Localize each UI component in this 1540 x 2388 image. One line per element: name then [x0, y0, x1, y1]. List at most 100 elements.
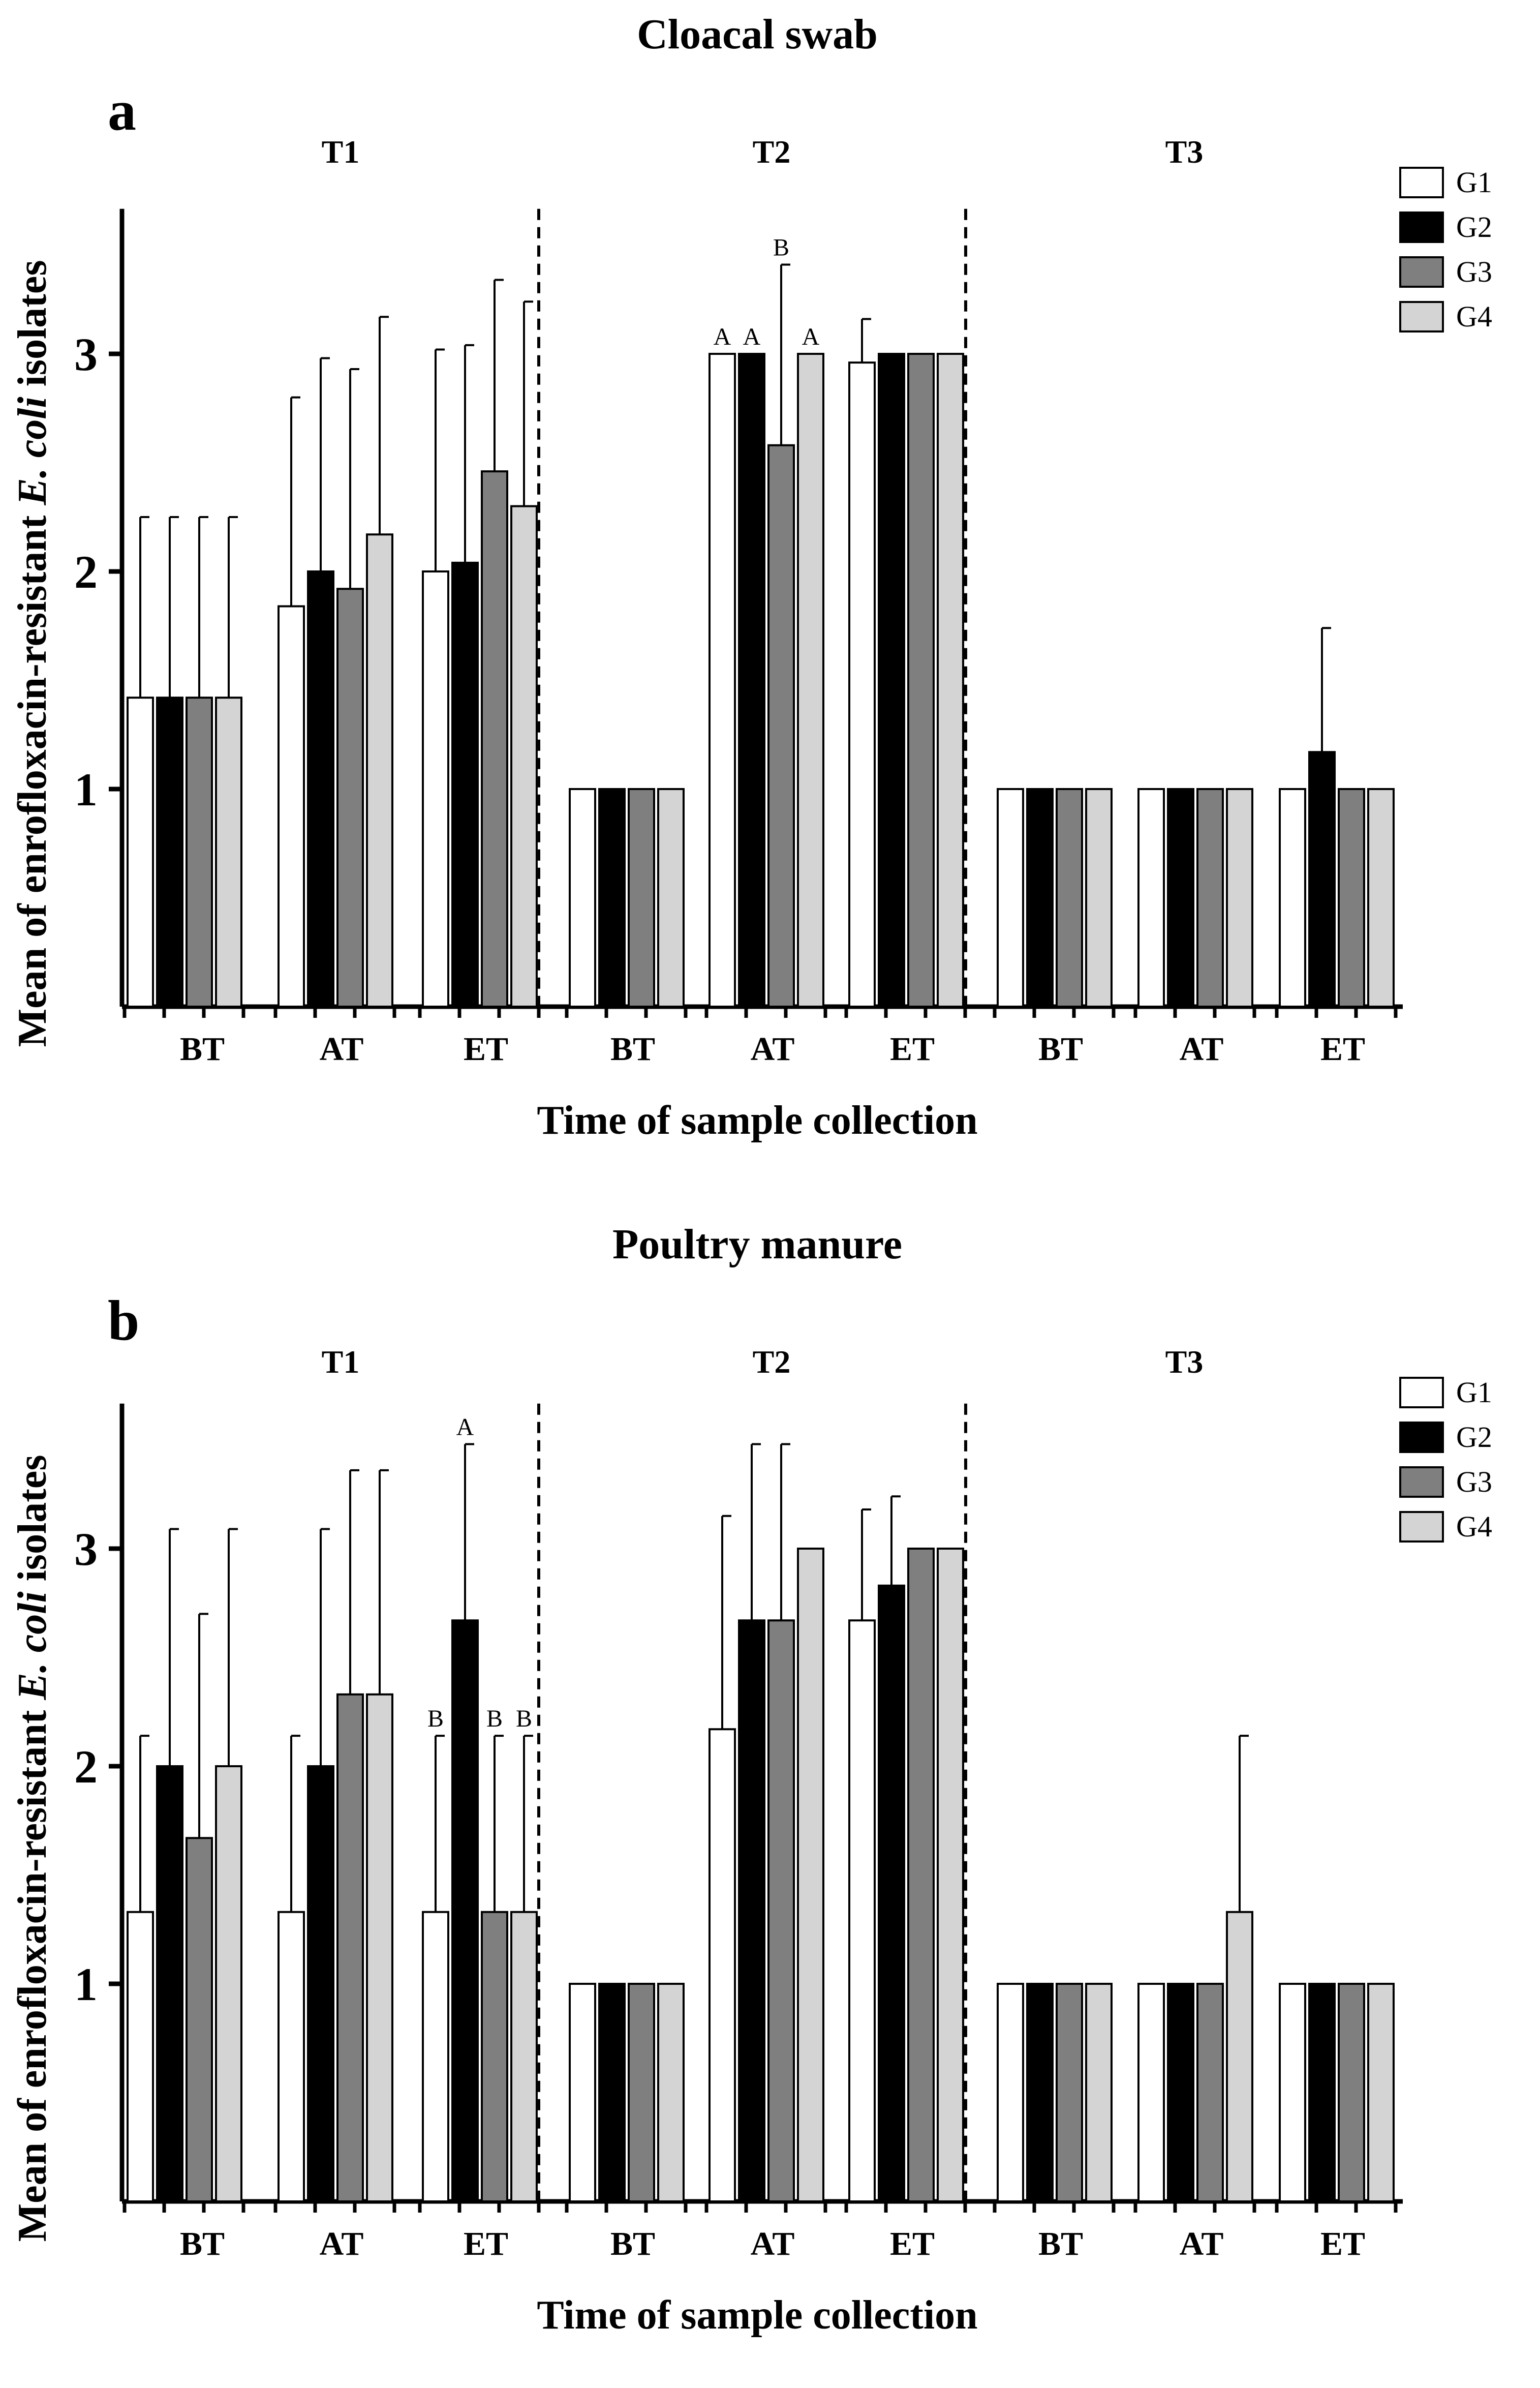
x-tick-label: BT	[1038, 1031, 1083, 1068]
bar	[1026, 1983, 1054, 2202]
bar	[657, 788, 685, 1008]
bar	[767, 1619, 795, 2202]
bar	[510, 1911, 538, 2202]
y-tick-label: 1	[74, 1958, 98, 2010]
bar	[1367, 1983, 1395, 2202]
y-tick-label: 2	[74, 1741, 98, 1793]
y-axis-label-suffix: isolates	[10, 1455, 55, 1591]
bar	[215, 1765, 242, 2202]
bar	[1026, 788, 1054, 1008]
legend-swatch	[1399, 1422, 1444, 1453]
bar	[797, 353, 824, 1008]
bar	[481, 470, 508, 1008]
x-axis-label: Time of sample collection	[537, 2293, 977, 2338]
bar	[907, 1548, 935, 2202]
y-tick-label: 3	[74, 1523, 98, 1575]
bar	[1085, 1983, 1113, 2202]
significance-label: B	[486, 1705, 503, 1732]
x-tick-label: ET	[890, 2225, 935, 2262]
legend-swatch	[1399, 256, 1444, 288]
significance-label: A	[456, 1414, 474, 1441]
y-tick-label: 2	[74, 546, 98, 598]
bar	[1226, 1911, 1253, 2202]
bar	[422, 570, 449, 1008]
trial-label: T1	[322, 134, 360, 170]
x-tick-label: BT	[610, 1031, 655, 1068]
bar	[937, 1548, 964, 2202]
y-axis-label-italic: E. coli	[10, 397, 55, 505]
significance-label: B	[427, 1705, 444, 1732]
bar	[848, 1619, 876, 2202]
significance-label: A	[802, 323, 820, 350]
bar	[510, 505, 538, 1008]
x-tick-label: BT	[180, 2225, 225, 2262]
bar	[127, 697, 154, 1008]
bar	[156, 1765, 183, 2202]
y-axis-label-prefix: Mean of enrofloxacin-resistant	[10, 505, 55, 1047]
x-tick-label: AT	[1180, 2225, 1224, 2262]
panel-letter: b	[108, 1289, 139, 1352]
bar	[278, 605, 305, 1008]
trial-label: T3	[1165, 134, 1204, 170]
trial-label: T2	[753, 134, 791, 170]
significance-label: B	[773, 234, 789, 261]
x-tick-label: ET	[1320, 2225, 1365, 2262]
legend-label: G1	[1456, 166, 1492, 199]
bar	[336, 1693, 364, 2202]
bar	[307, 1765, 334, 2202]
legend-label: G3	[1456, 255, 1492, 288]
bar	[1137, 788, 1165, 1008]
legend-swatch	[1399, 1511, 1444, 1543]
bar	[1338, 1983, 1365, 2202]
x-tick-label: AT	[1180, 1031, 1224, 1068]
bar	[937, 353, 964, 1008]
y-tick-label: 3	[74, 328, 98, 380]
legend-label: G2	[1456, 210, 1492, 244]
legend-swatch	[1399, 167, 1444, 198]
bar	[1085, 788, 1113, 1008]
bar	[215, 697, 242, 1008]
legend-swatch	[1399, 1466, 1444, 1498]
bar	[738, 1619, 765, 2202]
bar	[156, 697, 183, 1008]
bar	[1167, 788, 1194, 1008]
bar	[907, 353, 935, 1008]
legend-label: G4	[1456, 300, 1492, 333]
bar	[797, 1548, 824, 2202]
y-axis-label-suffix: isolates	[10, 260, 55, 397]
y-axis-label: Mean of enrofloxacin-resistant E. coli i…	[10, 1455, 55, 2242]
legend-swatch	[1399, 1377, 1444, 1408]
bar	[1137, 1983, 1165, 2202]
y-axis-label-prefix: Mean of enrofloxacin-resistant	[10, 1700, 55, 2242]
bar	[709, 1728, 736, 2202]
y-tick-label: 1	[74, 764, 98, 815]
bar	[1226, 788, 1253, 1008]
significance-label: B	[516, 1705, 532, 1732]
bar	[1196, 1983, 1224, 2202]
bar	[569, 1983, 596, 2202]
bar	[186, 697, 213, 1008]
panel-letter: a	[108, 79, 136, 142]
x-tick-label: AT	[320, 2225, 364, 2262]
x-tick-label: AT	[751, 2225, 795, 2262]
bar	[848, 361, 876, 1008]
x-axis-label: Time of sample collection	[537, 1098, 977, 1143]
trial-label: T2	[753, 1344, 791, 1380]
bar	[1367, 788, 1395, 1008]
chart-title: Cloacal swab	[637, 11, 878, 58]
bar	[366, 533, 393, 1008]
y-axis-label-italic: E. coli	[10, 1591, 55, 1700]
bar	[1279, 1983, 1306, 2202]
bar	[336, 588, 364, 1008]
x-tick-label: AT	[320, 1031, 364, 1068]
bar	[1279, 788, 1306, 1008]
legend-swatch	[1399, 301, 1444, 332]
bar	[598, 788, 626, 1008]
bar	[186, 1837, 213, 2202]
bar	[709, 353, 736, 1008]
bar	[598, 1983, 626, 2202]
bar	[628, 788, 655, 1008]
